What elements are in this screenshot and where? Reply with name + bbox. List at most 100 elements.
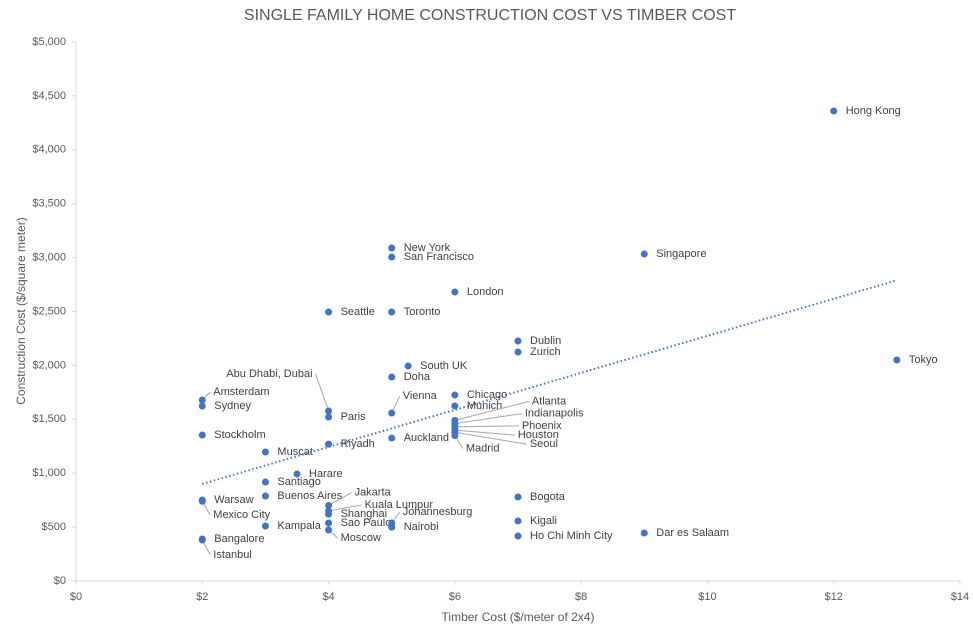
point-label: Indianapolis	[525, 408, 584, 420]
point	[388, 308, 396, 316]
x-tick-label: $8	[575, 591, 587, 603]
y-tick-label: $4,000	[32, 144, 66, 156]
point	[325, 519, 333, 527]
point	[451, 391, 459, 399]
point-label: Muscat	[277, 446, 312, 458]
point-label: Singapore	[656, 248, 706, 260]
point-label: Santiago	[277, 476, 320, 488]
point-label: Phoenix	[522, 420, 562, 432]
x-tick-label: $2	[196, 591, 208, 603]
point-label: Jakarta	[355, 486, 392, 498]
point-label: Harare	[309, 468, 343, 480]
point-label: Sydney	[214, 400, 251, 412]
point-label: Seoul	[530, 438, 558, 450]
leader-line	[454, 413, 522, 425]
point-label: Bogota	[530, 491, 566, 503]
point	[514, 493, 522, 501]
point-label: London	[467, 286, 504, 298]
point	[388, 523, 396, 531]
leader-line	[454, 425, 519, 428]
point-label: Dublin	[530, 335, 561, 347]
point-label: New York	[404, 242, 451, 254]
point-label: Toronto	[404, 306, 441, 318]
point-label: Mexico City	[213, 509, 270, 521]
point-label: Kigali	[530, 515, 557, 527]
point	[514, 348, 522, 356]
point-label: Madrid	[466, 442, 500, 454]
point	[514, 532, 522, 540]
point-label: Riyadh	[341, 438, 375, 450]
point	[325, 526, 333, 534]
point-label: Chicago	[467, 389, 507, 401]
point	[198, 396, 206, 404]
point-label: Atlanta	[532, 395, 567, 407]
point-label: Amsterdam	[213, 386, 269, 398]
point	[198, 402, 206, 410]
point-label: South UK	[420, 360, 468, 372]
point	[325, 502, 333, 510]
point-label: Tokyo	[909, 354, 938, 366]
point-label: Sao Paulo	[341, 517, 392, 529]
y-tick-label: $2,000	[32, 359, 66, 371]
x-tick-label: $10	[698, 591, 716, 603]
point-label: Kampala	[277, 520, 321, 532]
point-label: Auckland	[404, 432, 449, 444]
point	[388, 373, 396, 381]
y-tick-label: $0	[54, 575, 66, 587]
point-label: Bangalore	[214, 533, 264, 545]
y-tick-label: $2,500	[32, 305, 66, 317]
point	[198, 536, 206, 544]
point	[388, 244, 396, 252]
point-label: Seattle	[341, 306, 375, 318]
x-tick-label: $0	[70, 591, 82, 603]
point	[261, 478, 269, 486]
point	[325, 407, 333, 415]
leader-line	[328, 504, 362, 512]
point	[261, 492, 269, 500]
point-label: Abu Dhabi, Dubai	[226, 368, 312, 380]
point	[640, 529, 648, 537]
point-label: Stockholm	[214, 429, 265, 441]
point-label: Warsaw	[214, 494, 253, 506]
point	[893, 356, 901, 364]
x-tick-label: $6	[449, 591, 461, 603]
point-label: Munich	[467, 400, 502, 412]
point	[640, 250, 648, 258]
leader-line	[328, 492, 352, 506]
y-tick-label: $500	[42, 521, 66, 533]
y-tick-label: $3,000	[32, 252, 66, 264]
point	[451, 402, 459, 410]
x-tick-label: $12	[825, 591, 843, 603]
point	[830, 107, 838, 115]
y-tick-label: $4,500	[32, 90, 66, 102]
chart-title: SINGLE FAMILY HOME CONSTRUCTION COST VS …	[244, 7, 736, 24]
point	[451, 288, 459, 296]
leader-line	[454, 400, 529, 421]
point-label: Moscow	[341, 532, 381, 544]
point-label: Houston	[518, 429, 559, 441]
leader-line	[315, 373, 330, 412]
point	[325, 510, 333, 518]
point	[198, 497, 206, 505]
point-label: Vienna	[403, 390, 438, 402]
point-label: Ho Chi Minh City	[530, 530, 613, 542]
y-tick-label: $3,500	[32, 198, 66, 210]
point	[388, 434, 396, 442]
point-label: Dar es Salaam	[656, 527, 729, 539]
point-label: Buenos Aires	[277, 490, 342, 502]
point	[514, 337, 522, 345]
point-label: Kuala Lumpur	[365, 499, 434, 511]
point	[293, 470, 301, 478]
y-tick-label: $5,000	[32, 36, 66, 48]
point	[388, 409, 396, 417]
y-axis-label: Construction Cost ($/square meter)	[14, 217, 28, 404]
leader-line	[454, 429, 515, 436]
leader-line	[454, 431, 527, 445]
trendline	[202, 279, 898, 485]
point	[325, 308, 333, 316]
point	[198, 431, 206, 439]
point	[325, 413, 333, 421]
point	[325, 440, 333, 448]
